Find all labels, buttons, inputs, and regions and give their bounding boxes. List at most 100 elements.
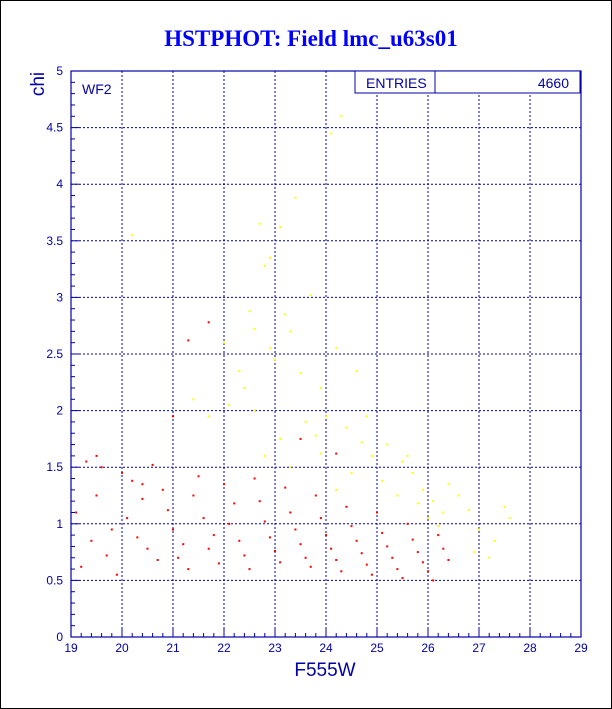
data-point [253,477,256,480]
data-point [100,466,103,469]
data-point [253,409,256,412]
x-tick-label: 21 [166,641,180,655]
data-point [370,573,373,576]
data-point [355,370,358,372]
data-point [238,539,241,542]
data-point [335,488,338,491]
data-point [309,294,312,297]
data-point [299,543,302,546]
data-point [350,525,353,528]
data-point [503,505,506,508]
data-point [447,559,450,561]
data-point [472,551,475,554]
data-point [243,387,246,389]
data-point [314,494,317,497]
data-point [263,264,266,267]
x-tick-label: 22 [217,641,231,655]
y-tick-label: 2 [56,404,63,418]
data-point [258,500,261,503]
stats-value: 4660 [538,75,569,91]
data-point [508,517,511,520]
data-point [80,565,83,568]
data-point [248,310,251,312]
data-point [396,568,399,571]
data-point [217,562,220,565]
data-point [299,437,302,440]
data-point [442,547,445,550]
data-point [335,452,338,455]
data-point [370,454,373,457]
data-point [126,517,129,520]
data-point [258,222,261,225]
data-point [319,387,322,389]
data-point [187,568,190,571]
data-point [248,568,251,571]
x-tick-label: 27 [472,641,486,655]
data-point [223,341,225,344]
y-tick-label: 1 [56,517,63,531]
data-point [263,454,266,457]
data-point [345,426,348,429]
data-point [319,452,322,455]
y-tick-label: 4 [56,177,63,191]
data-point [177,556,180,559]
data-points [75,115,511,582]
data-point [401,577,404,580]
data-point [304,420,307,423]
data-point [131,479,134,482]
data-point [401,460,404,463]
data-point [335,347,338,350]
stats-box-frame [354,70,581,94]
data-point [263,520,266,523]
data-point [457,494,460,497]
x-tick-label: 25 [370,641,384,655]
data-point [319,517,322,520]
data-point [335,559,338,561]
data-point [115,573,118,576]
data-point [411,471,414,474]
data-point [391,556,394,559]
data-point [274,358,276,361]
data-point [411,538,414,541]
data-point [325,534,327,537]
data-point [386,443,389,446]
x-tick-label: 28 [523,641,537,655]
x-tick-label: 23 [268,641,282,655]
data-point [151,463,154,466]
data-point [432,579,435,582]
data-point [289,466,292,469]
data-point [233,502,236,505]
data-point [141,483,144,486]
data-point [381,531,384,534]
data-point [350,471,353,474]
data-point [105,554,108,557]
data-point [442,511,445,514]
data-point [228,403,231,406]
data-point [406,522,409,525]
data-point [207,415,210,418]
data-point [432,500,435,503]
y-tick-label: 0.5 [46,573,63,587]
data-point [421,561,424,564]
data-point [253,328,256,331]
data-point [284,486,287,489]
stats-label: ENTRIES [366,75,427,91]
y-tick-label: 4.5 [46,121,63,135]
data-point [172,528,174,531]
x-tick-label: 20 [115,641,129,655]
data-point [376,511,378,514]
data-point [340,570,343,573]
data-point [238,370,241,372]
data-point [289,330,292,333]
data-point [85,460,88,463]
y-tick-label: 5 [56,64,63,78]
data-point [187,339,190,342]
data-point [314,434,317,437]
data-point [416,502,419,505]
data-point [141,497,144,500]
data-point [197,475,200,478]
stats-box: ENTRIES 4660 [354,70,581,94]
data-point [228,522,231,525]
data-point [447,483,450,486]
data-point [156,559,159,561]
